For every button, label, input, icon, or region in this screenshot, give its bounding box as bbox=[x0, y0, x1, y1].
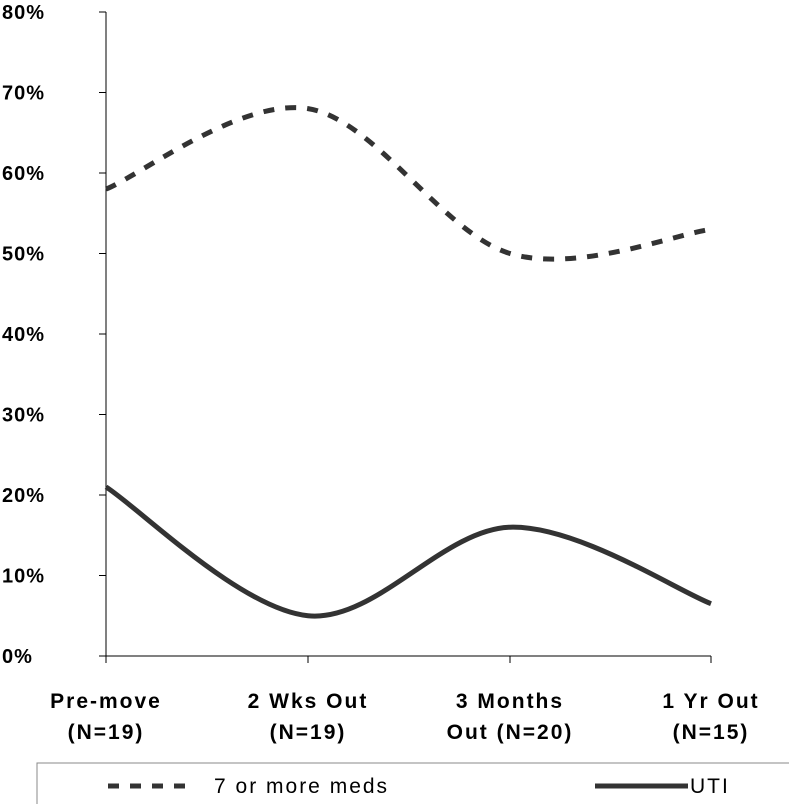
x-tick-label: (N=19) bbox=[270, 721, 347, 744]
legend-frame bbox=[36, 762, 789, 804]
y-tick-label: 80% bbox=[2, 2, 45, 24]
series-line-7-or-more-meds bbox=[105, 105, 712, 262]
y-axis: 0% 10% 20% 30% 40% 50% 60% 70% 80% bbox=[2, 2, 107, 668]
y-tick-label: 60% bbox=[2, 163, 45, 185]
legend-label-7-or-more-meds: 7 or more meds bbox=[214, 775, 389, 798]
y-tick-label: 70% bbox=[2, 83, 45, 105]
y-tick-label: 10% bbox=[2, 566, 45, 588]
y-tick-label: 40% bbox=[2, 324, 45, 346]
x-tick-label: 3 Months bbox=[456, 690, 564, 713]
x-tick-label: Out (N=20) bbox=[447, 721, 574, 744]
x-tick-label: 2 Wks Out bbox=[248, 690, 369, 713]
x-tick-label: (N=15) bbox=[673, 721, 750, 744]
x-tick-label: (N=19) bbox=[68, 721, 145, 744]
series-lines bbox=[104, 105, 712, 619]
y-tick-label: 30% bbox=[2, 405, 45, 427]
series-line-uti bbox=[104, 484, 712, 619]
y-tick-label: 0% bbox=[2, 646, 33, 668]
y-tick-label: 50% bbox=[2, 244, 45, 266]
x-tick-label: 1 Yr Out bbox=[662, 690, 759, 713]
y-tick-label: 20% bbox=[2, 485, 45, 507]
x-axis: Pre-move (N=19) 2 Wks Out (N=19) 3 Months Out… bbox=[50, 655, 759, 744]
x-tick-label: Pre-move bbox=[50, 690, 162, 713]
legend: 7 or more meds UTI bbox=[36, 762, 789, 804]
legend-label-uti: UTI bbox=[690, 775, 730, 798]
